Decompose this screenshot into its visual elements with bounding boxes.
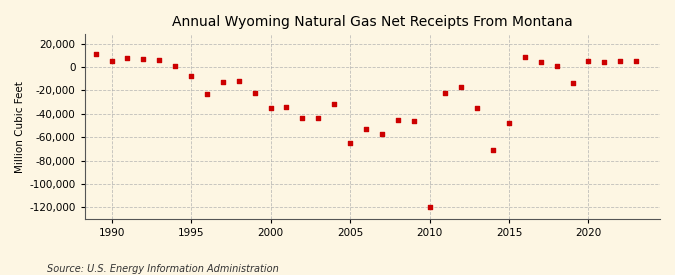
Point: [329, 102, 340, 107]
Point: [281, 104, 292, 109]
Point: [535, 60, 546, 65]
Point: [265, 106, 276, 110]
Point: [615, 59, 626, 64]
Title: Annual Wyoming Natural Gas Net Receipts From Montana: Annual Wyoming Natural Gas Net Receipts …: [172, 15, 572, 29]
Point: [170, 64, 181, 68]
Point: [520, 54, 531, 59]
Point: [377, 131, 387, 136]
Point: [472, 106, 483, 110]
Point: [424, 205, 435, 210]
Point: [630, 59, 641, 64]
Point: [392, 117, 403, 122]
Text: Source: U.S. Energy Information Administration: Source: U.S. Energy Information Administ…: [47, 264, 279, 274]
Point: [567, 81, 578, 86]
Point: [551, 64, 562, 68]
Point: [313, 116, 323, 121]
Point: [217, 80, 228, 84]
Point: [504, 121, 514, 125]
Point: [154, 58, 165, 62]
Point: [202, 92, 213, 96]
Point: [488, 148, 499, 152]
Point: [599, 60, 610, 65]
Point: [360, 127, 371, 131]
Point: [186, 74, 196, 79]
Point: [583, 59, 594, 64]
Point: [234, 79, 244, 83]
Point: [90, 52, 101, 56]
Point: [122, 56, 133, 60]
Point: [345, 141, 356, 145]
Point: [138, 57, 148, 61]
Point: [297, 116, 308, 121]
Point: [440, 90, 451, 95]
Point: [249, 90, 260, 95]
Point: [456, 85, 466, 89]
Point: [408, 119, 419, 123]
Y-axis label: Million Cubic Feet: Million Cubic Feet: [15, 81, 25, 173]
Point: [106, 59, 117, 64]
